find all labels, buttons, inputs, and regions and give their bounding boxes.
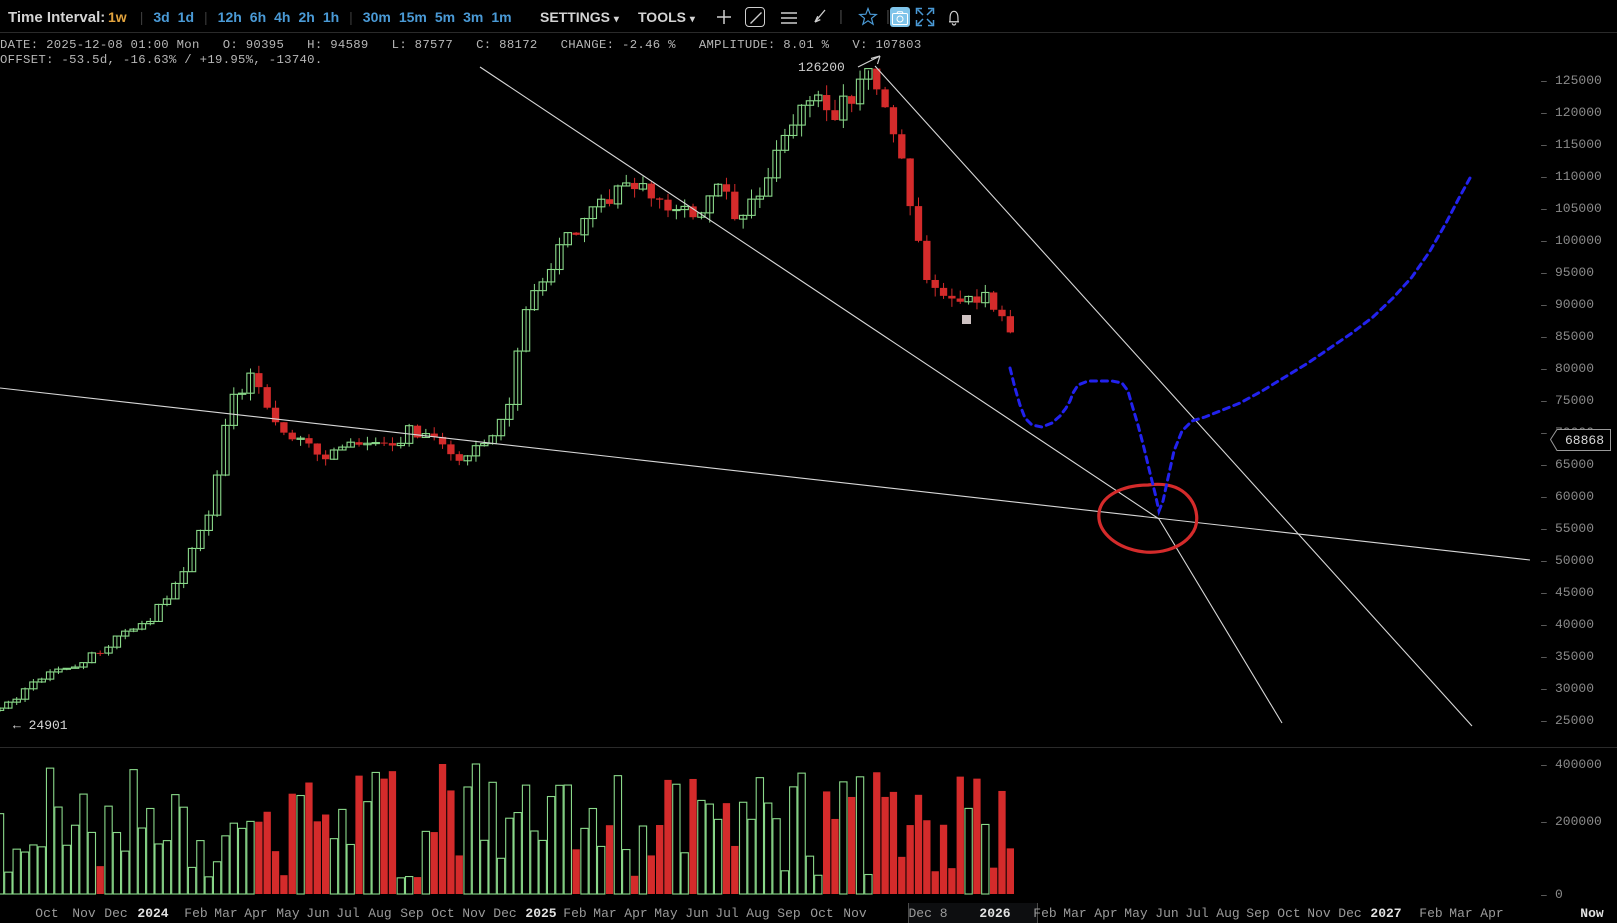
svg-text:68868: 68868 [1565, 433, 1604, 448]
svg-text:126200: 126200 [798, 60, 845, 75]
